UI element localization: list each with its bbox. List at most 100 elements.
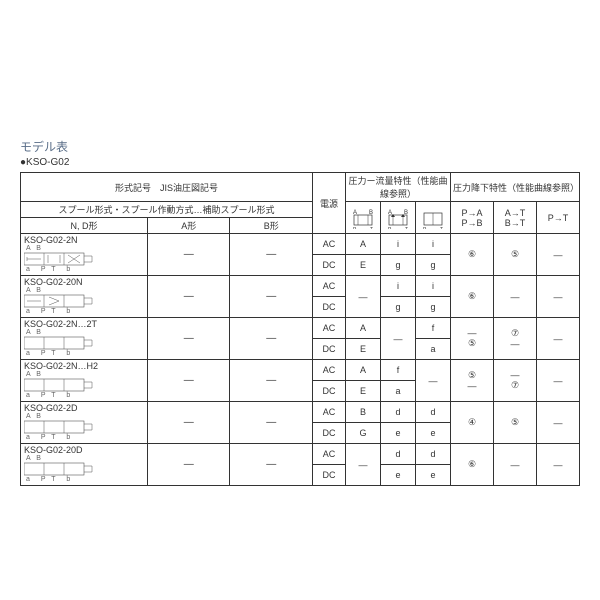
ports-top: A B [24,371,144,378]
pwr: DC [313,339,346,360]
hdr-d3: P→T [537,202,580,234]
c2: e [381,423,416,444]
d3: — [537,318,580,360]
d3: — [537,444,580,486]
c3: i [416,234,451,255]
cell-a: — [148,444,230,486]
hdr-d1: P→A P→B [451,202,494,234]
schematic-icon [24,378,94,392]
cell-b: — [230,276,313,318]
c1: A [346,234,381,255]
ports-bottom: a P T b [24,476,144,483]
d3: — [537,276,580,318]
d1: ⑥ [451,234,494,276]
model-cell: KSO-G02-2N…H2 A B a P T b [21,360,148,402]
c2: i [381,276,416,297]
c3: d [416,402,451,423]
hdr-sym1: ABPT [346,202,381,234]
d2: — [494,444,537,486]
cell-b: — [230,234,313,276]
d3: — [537,402,580,444]
cell-b: — [230,402,313,444]
c2: d [381,402,416,423]
model-label: KSO-G02-2D [24,404,144,413]
pwr: AC [313,402,346,423]
c3: f [416,318,451,339]
c2: — [381,318,416,360]
model-label: KSO-G02-2N…2T [24,320,144,329]
cell-a: — [148,234,230,276]
pwr: AC [313,360,346,381]
c3: i [416,276,451,297]
c2: i [381,234,416,255]
c1: A [346,360,381,381]
ports-bottom: a P T b [24,308,144,315]
ports-top: A B [24,245,144,252]
c1: B [346,402,381,423]
hdr-flow: 圧力ー流量特性（性能曲線参照） [346,173,451,202]
hdr-spool: スプール形式・スプール作動方式…補助スプール形式 [21,202,313,218]
ports-top: A B [24,287,144,294]
d3: — [537,360,580,402]
pwr: DC [313,423,346,444]
hdr-drop: 圧力降下特性（性能曲線参照） [451,173,580,202]
c2: d [381,444,416,465]
pwr: AC [313,444,346,465]
model-cell: KSO-G02-20D A B a P T b [21,444,148,486]
c2: g [381,255,416,276]
cell-a: — [148,402,230,444]
c3: d [416,444,451,465]
hdr-a: A形 [148,218,230,234]
cell-a: — [148,318,230,360]
model-label: KSO-G02-2N [24,236,144,245]
model-label: KSO-G02-20N [24,278,144,287]
pwr: DC [313,381,346,402]
svg-text:T: T [405,227,408,229]
c3: e [416,423,451,444]
d1: ⑥ [451,276,494,318]
hdr-d2: A→T B→T [494,202,537,234]
ports-top: A B [24,455,144,462]
pwr: AC [313,276,346,297]
d1: ⑥ [451,444,494,486]
hdr-power: 電源 [313,173,346,234]
c1: — [346,444,381,486]
d1: — ⑤ [451,318,494,360]
model-cell: KSO-G02-2N A B a P T b [21,234,148,276]
hdr-model: 形式記号 JIS油圧図記号 [21,173,313,202]
model-table: 形式記号 JIS油圧図記号 電源 圧力ー流量特性（性能曲線参照） 圧力降下特性（… [20,172,580,486]
page-title: モデル表 [20,138,580,155]
c3: a [416,339,451,360]
d2: ⑦ — [494,318,537,360]
c2: e [381,465,416,486]
c2: a [381,381,416,402]
d2: ⑤ [494,402,537,444]
svg-text:T: T [440,227,443,229]
pwr: AC [313,318,346,339]
d2: — ⑦ [494,360,537,402]
c1: E [346,339,381,360]
model-cell: KSO-G02-2D A B a P T b [21,402,148,444]
model-cell: KSO-G02-20N A B a P T b [21,276,148,318]
svg-text:P: P [388,227,392,229]
cell-a: — [148,276,230,318]
c1: G [346,423,381,444]
c1: A [346,318,381,339]
pwr: AC [313,234,346,255]
schematic-icon [24,294,94,308]
schematic-icon [24,420,94,434]
subtitle: ●KSO-G02 [20,157,580,168]
c2: f [381,360,416,381]
ports-top: A B [24,413,144,420]
hdr-sym3: PT [416,202,451,234]
c1: E [346,255,381,276]
hdr-nd: N, D形 [21,218,148,234]
schematic-icon [24,252,94,266]
svg-text:P: P [423,227,427,229]
c3: e [416,465,451,486]
c3: g [416,255,451,276]
ports-bottom: a P T b [24,350,144,357]
d3: — [537,234,580,276]
hdr-b: B形 [230,218,313,234]
c1: — [346,276,381,318]
